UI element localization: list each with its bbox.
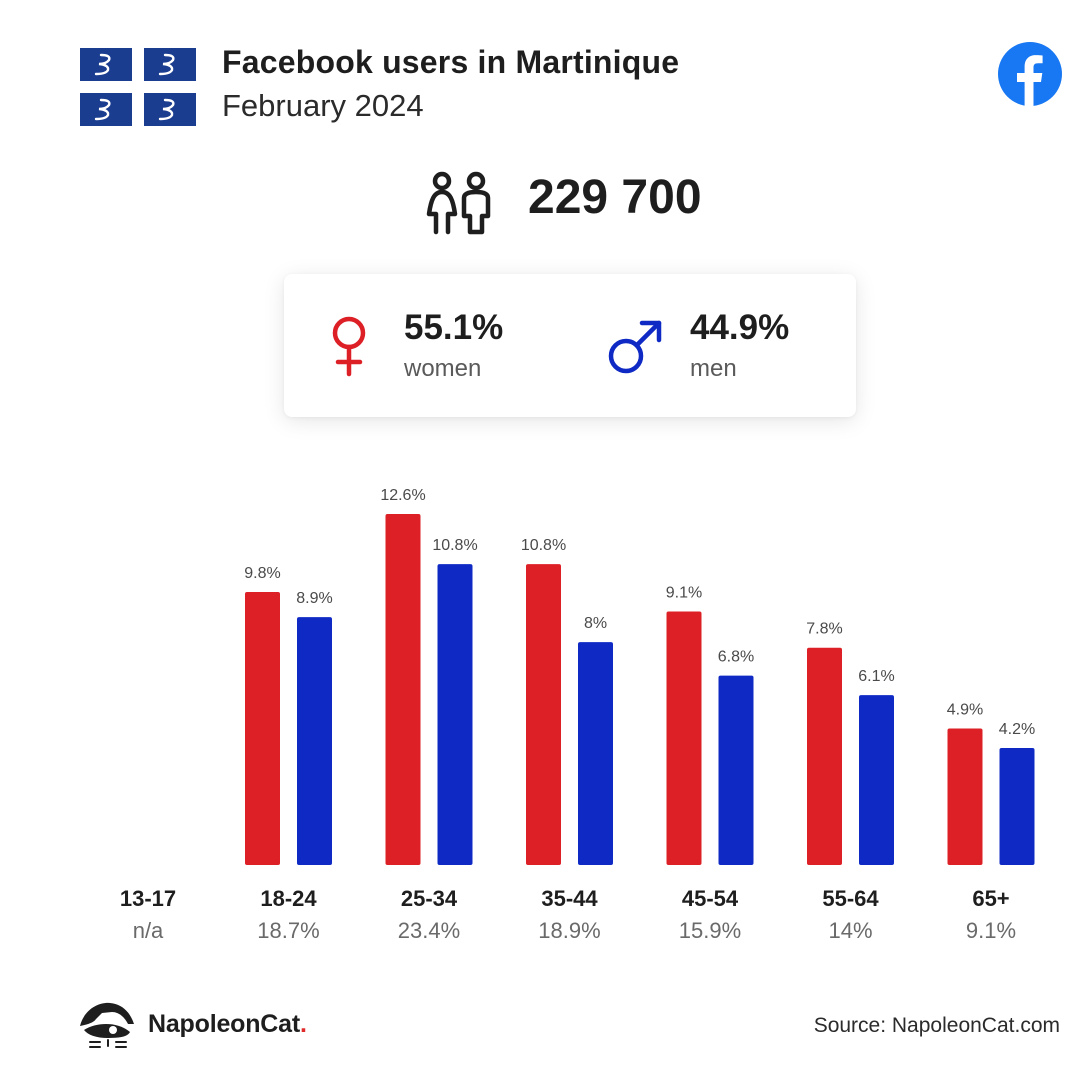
- chart-title: Facebook users in Martinique: [222, 44, 680, 80]
- bar-men: [437, 564, 473, 865]
- gender-card: 55.1% women 44.9% men: [284, 274, 856, 417]
- source-note: Source: NapoleonCat.com: [813, 1014, 1060, 1037]
- category-label: 13-17: [120, 886, 176, 911]
- value-label: 8%: [584, 615, 607, 632]
- women-percent: 55.1%: [404, 308, 504, 347]
- category-total: 18.7%: [257, 918, 319, 943]
- napoleoncat-logo-icon: [78, 1000, 138, 1050]
- category-total: 15.9%: [679, 918, 741, 943]
- value-label: 4.2%: [999, 721, 1035, 738]
- martinique-flag-icon: [79, 47, 197, 127]
- bar-women: [245, 592, 280, 865]
- category-total: 9.1%: [966, 918, 1016, 943]
- category-label: 35-44: [541, 886, 598, 911]
- value-label: 6.8%: [718, 649, 754, 666]
- category-total: 18.9%: [538, 918, 600, 943]
- total-users-value: 229 700: [528, 171, 702, 224]
- chart-subtitle: February 2024: [222, 88, 424, 123]
- category-total: n/a: [133, 918, 164, 943]
- value-label: 9.8%: [244, 565, 280, 582]
- women-label: women: [404, 355, 482, 382]
- mars-icon: [606, 316, 666, 376]
- facebook-icon: [998, 42, 1062, 106]
- age-gender-bar-chart: 13-17 n/a 9.8% 8.9% 18-24 18.7% 12.6% 10.8% 25-3…: [0, 470, 1080, 950]
- category-label: 65+: [972, 886, 1009, 911]
- category-label: 25-34: [401, 886, 458, 911]
- venus-icon: [328, 316, 370, 378]
- men-label: men: [690, 355, 737, 382]
- bar-women: [385, 514, 421, 865]
- value-label: 12.6%: [380, 487, 425, 504]
- category-total: 23.4%: [398, 918, 460, 943]
- value-label: 4.9%: [947, 702, 983, 719]
- value-label: 8.9%: [296, 590, 332, 607]
- bar-men: [999, 748, 1035, 865]
- value-label: 6.1%: [858, 668, 894, 685]
- bar-women: [947, 728, 983, 865]
- bar-women: [807, 647, 842, 865]
- value-label: 10.8%: [521, 537, 566, 554]
- category-label: 18-24: [260, 886, 317, 911]
- value-label: 9.1%: [666, 585, 702, 602]
- bar-men: [578, 642, 613, 865]
- value-label: 7.8%: [806, 621, 842, 638]
- brand-dot: .: [299, 1010, 307, 1038]
- chart-svg: 13-17 n/a 9.8% 8.9% 18-24 18.7% 12.6% 10.8% 25-3…: [120, 487, 1035, 943]
- value-label: 10.8%: [432, 537, 477, 554]
- bar-men: [297, 617, 332, 865]
- bar-men: [718, 675, 754, 865]
- category-label: 55-64: [822, 886, 879, 911]
- men-percent: 44.9%: [690, 308, 790, 347]
- brand-name-text: NapoleonCat: [148, 1010, 300, 1038]
- category-total: 14%: [828, 918, 872, 943]
- category-label: 45-54: [682, 886, 739, 911]
- people-icon: [424, 170, 496, 238]
- bar-women: [526, 564, 561, 865]
- brand-name: NapoleonCat.: [148, 1010, 307, 1039]
- bar-men: [859, 695, 894, 865]
- bar-women: [666, 611, 702, 865]
